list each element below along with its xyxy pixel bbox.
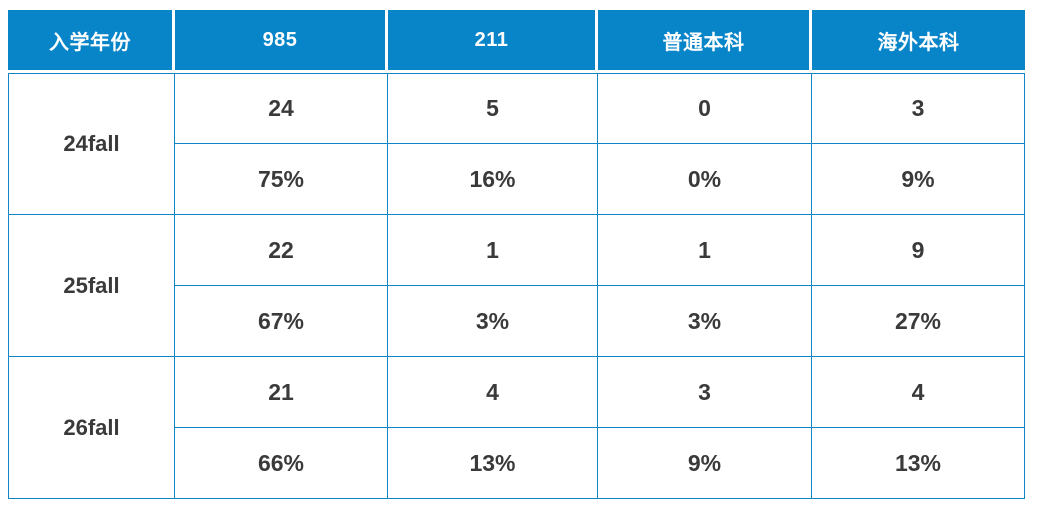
- count-cell-26fall-regular: 3: [598, 357, 812, 428]
- year-cell-25fall: 25fall: [8, 215, 175, 357]
- percent-cell-25fall-regular: 3%: [598, 286, 812, 357]
- header-cell-enrollment-year: 入学年份: [8, 10, 175, 70]
- count-cell-24fall-211: 5: [388, 73, 598, 144]
- percent-cell-26fall-regular: 9%: [598, 428, 812, 499]
- count-cell-26fall-overseas: 4: [812, 357, 1025, 428]
- count-cell-25fall-985: 22: [175, 215, 388, 286]
- percent-cell-26fall-211: 13%: [388, 428, 598, 499]
- percent-cell-24fall-overseas: 9%: [812, 144, 1025, 215]
- count-cell-25fall-regular: 1: [598, 215, 812, 286]
- percent-cell-25fall-985: 67%: [175, 286, 388, 357]
- header-cell-211: 211: [388, 10, 598, 70]
- percent-cell-26fall-985: 66%: [175, 428, 388, 499]
- header-cell-regular-undergrad: 普通本科: [598, 10, 812, 70]
- count-cell-24fall-985: 24: [175, 73, 388, 144]
- count-cell-25fall-211: 1: [388, 215, 598, 286]
- count-cell-24fall-overseas: 3: [812, 73, 1025, 144]
- percent-cell-24fall-211: 16%: [388, 144, 598, 215]
- header-cell-985: 985: [175, 10, 388, 70]
- percent-cell-25fall-overseas: 27%: [812, 286, 1025, 357]
- count-cell-26fall-985: 21: [175, 357, 388, 428]
- percent-cell-25fall-211: 3%: [388, 286, 598, 357]
- year-cell-24fall: 24fall: [8, 73, 175, 215]
- header-cell-overseas-undergrad: 海外本科: [812, 10, 1025, 70]
- percent-cell-26fall-overseas: 13%: [812, 428, 1025, 499]
- percent-cell-24fall-985: 75%: [175, 144, 388, 215]
- count-cell-24fall-regular: 0: [598, 73, 812, 144]
- year-cell-26fall: 26fall: [8, 357, 175, 499]
- count-cell-26fall-211: 4: [388, 357, 598, 428]
- percent-cell-24fall-regular: 0%: [598, 144, 812, 215]
- enrollment-stats-table: 入学年份 985 211 普通本科 海外本科 24fall 24 5 0 3 7…: [8, 10, 1025, 499]
- header-body-gap: [8, 70, 1025, 73]
- count-cell-25fall-overseas: 9: [812, 215, 1025, 286]
